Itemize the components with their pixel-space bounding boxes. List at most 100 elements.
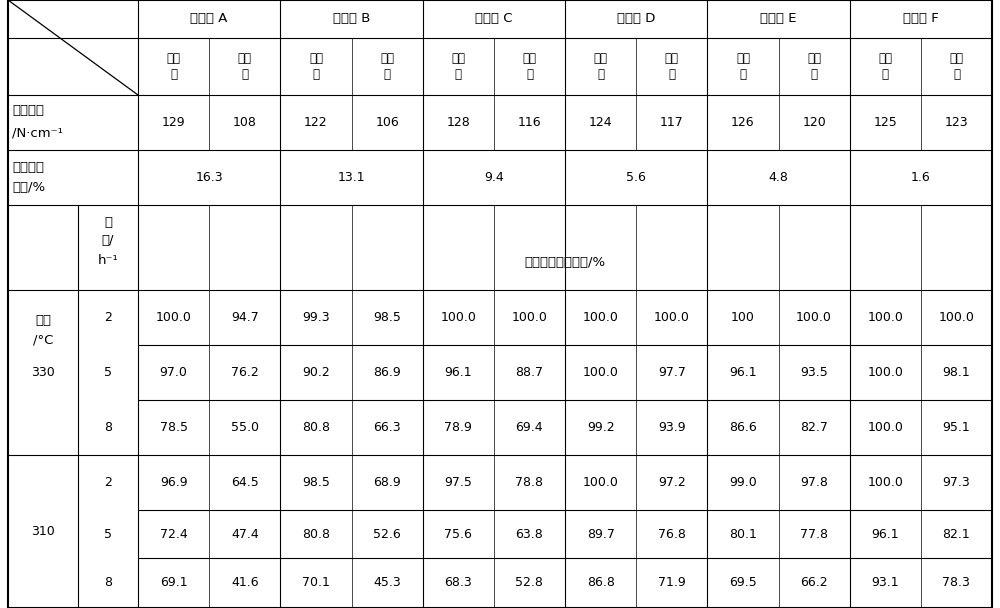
Text: 89.7: 89.7	[587, 528, 615, 541]
Text: 催化剂 D: 催化剂 D	[617, 13, 655, 26]
Text: 97.7: 97.7	[658, 366, 686, 379]
Text: 70.1: 70.1	[302, 576, 330, 590]
Text: 97.3: 97.3	[943, 476, 970, 489]
Text: 82.7: 82.7	[800, 421, 828, 434]
Text: 温度: 温度	[35, 314, 51, 326]
Text: 76.2: 76.2	[231, 366, 259, 379]
Text: 122: 122	[304, 116, 328, 129]
Text: 95.1: 95.1	[943, 421, 970, 434]
Text: 86.8: 86.8	[587, 576, 615, 590]
Text: 水热
前: 水热 前	[736, 52, 750, 80]
Text: 71.9: 71.9	[658, 576, 686, 590]
Text: 126: 126	[731, 116, 755, 129]
Text: 16.3: 16.3	[195, 171, 223, 184]
Text: 45.3: 45.3	[373, 576, 401, 590]
Text: 96.1: 96.1	[729, 366, 757, 379]
Text: 水热
前: 水热 前	[167, 52, 181, 80]
Text: 水热
后: 水热 后	[665, 52, 679, 80]
Text: 99.3: 99.3	[302, 311, 330, 324]
Text: 97.5: 97.5	[444, 476, 472, 489]
Text: 76.8: 76.8	[658, 528, 686, 541]
Text: 80.8: 80.8	[302, 421, 330, 434]
Text: 100.0: 100.0	[938, 311, 974, 324]
Text: 82.1: 82.1	[943, 528, 970, 541]
Text: 100.0: 100.0	[867, 311, 903, 324]
Text: 93.1: 93.1	[871, 576, 899, 590]
Text: 120: 120	[802, 116, 826, 129]
Text: 78.3: 78.3	[942, 576, 970, 590]
Text: 106: 106	[375, 116, 399, 129]
Text: 水热
前: 水热 前	[878, 52, 892, 80]
Text: 99.0: 99.0	[729, 476, 757, 489]
Text: 100.0: 100.0	[583, 476, 619, 489]
Text: 75.6: 75.6	[444, 528, 472, 541]
Text: 93.5: 93.5	[800, 366, 828, 379]
Text: h⁻¹: h⁻¹	[98, 254, 118, 266]
Text: 80.1: 80.1	[729, 528, 757, 541]
Text: 空: 空	[104, 216, 112, 229]
Text: 96.9: 96.9	[160, 476, 187, 489]
Text: 72.4: 72.4	[160, 528, 187, 541]
Text: 41.6: 41.6	[231, 576, 259, 590]
Text: 129: 129	[162, 116, 185, 129]
Text: 55.0: 55.0	[231, 421, 259, 434]
Text: 47.4: 47.4	[231, 528, 259, 541]
Text: 水热
前: 水热 前	[309, 52, 323, 80]
Text: 水热
前: 水热 前	[594, 52, 608, 80]
Text: 86.6: 86.6	[729, 421, 757, 434]
Text: 4.8: 4.8	[769, 171, 788, 184]
Text: 116: 116	[518, 116, 541, 129]
Text: 1.6: 1.6	[911, 171, 931, 184]
Text: 5: 5	[104, 366, 112, 379]
Text: 78.5: 78.5	[160, 421, 188, 434]
Text: 催化剂 E: 催化剂 E	[760, 13, 797, 26]
Text: 小桐子油的脱氧率/%: 小桐子油的脱氧率/%	[524, 256, 606, 269]
Text: 100.0: 100.0	[867, 421, 903, 434]
Text: 催化剂 B: 催化剂 B	[333, 13, 370, 26]
Text: 69.5: 69.5	[729, 576, 757, 590]
Text: 123: 123	[945, 116, 968, 129]
Text: /°C: /°C	[33, 334, 53, 347]
Text: 催化剂 C: 催化剂 C	[475, 13, 513, 26]
Text: 330: 330	[31, 366, 55, 379]
Text: 100.0: 100.0	[867, 476, 903, 489]
Text: 水热
后: 水热 后	[380, 52, 394, 80]
Text: 69.1: 69.1	[160, 576, 187, 590]
Text: 99.2: 99.2	[587, 421, 614, 434]
Text: 100.0: 100.0	[867, 366, 903, 379]
Text: 2: 2	[104, 311, 112, 324]
Text: 100.0: 100.0	[440, 311, 476, 324]
Text: 97.0: 97.0	[160, 366, 188, 379]
Text: 52.6: 52.6	[373, 528, 401, 541]
Text: 水热
后: 水热 后	[949, 52, 963, 80]
Text: 52.8: 52.8	[515, 576, 543, 590]
Text: 催化剂 A: 催化剂 A	[190, 13, 228, 26]
Text: 100.0: 100.0	[583, 311, 619, 324]
Text: 侧压强度: 侧压强度	[12, 161, 44, 174]
Text: 100.0: 100.0	[583, 366, 619, 379]
Text: 78.8: 78.8	[515, 476, 543, 489]
Text: 水热
后: 水热 后	[238, 52, 252, 80]
Text: /N·cm⁻¹: /N·cm⁻¹	[12, 126, 63, 139]
Text: 96.1: 96.1	[444, 366, 472, 379]
Text: 96.1: 96.1	[871, 528, 899, 541]
Text: 86.9: 86.9	[373, 366, 401, 379]
Text: 水热
前: 水热 前	[451, 52, 465, 80]
Text: 水热
后: 水热 后	[807, 52, 821, 80]
Text: 97.2: 97.2	[658, 476, 686, 489]
Text: 98.5: 98.5	[373, 311, 401, 324]
Text: 124: 124	[589, 116, 612, 129]
Text: 66.2: 66.2	[800, 576, 828, 590]
Text: 100.0: 100.0	[796, 311, 832, 324]
Text: 88.7: 88.7	[515, 366, 543, 379]
Text: 90.2: 90.2	[302, 366, 330, 379]
Text: 69.4: 69.4	[516, 421, 543, 434]
Text: 77.8: 77.8	[800, 528, 828, 541]
Text: 8: 8	[104, 576, 112, 590]
Text: 97.8: 97.8	[800, 476, 828, 489]
Text: 水热
后: 水热 后	[522, 52, 536, 80]
Text: 侧压强度: 侧压强度	[12, 104, 44, 117]
Text: 78.9: 78.9	[444, 421, 472, 434]
Text: 98.5: 98.5	[302, 476, 330, 489]
Text: 13.1: 13.1	[338, 171, 365, 184]
